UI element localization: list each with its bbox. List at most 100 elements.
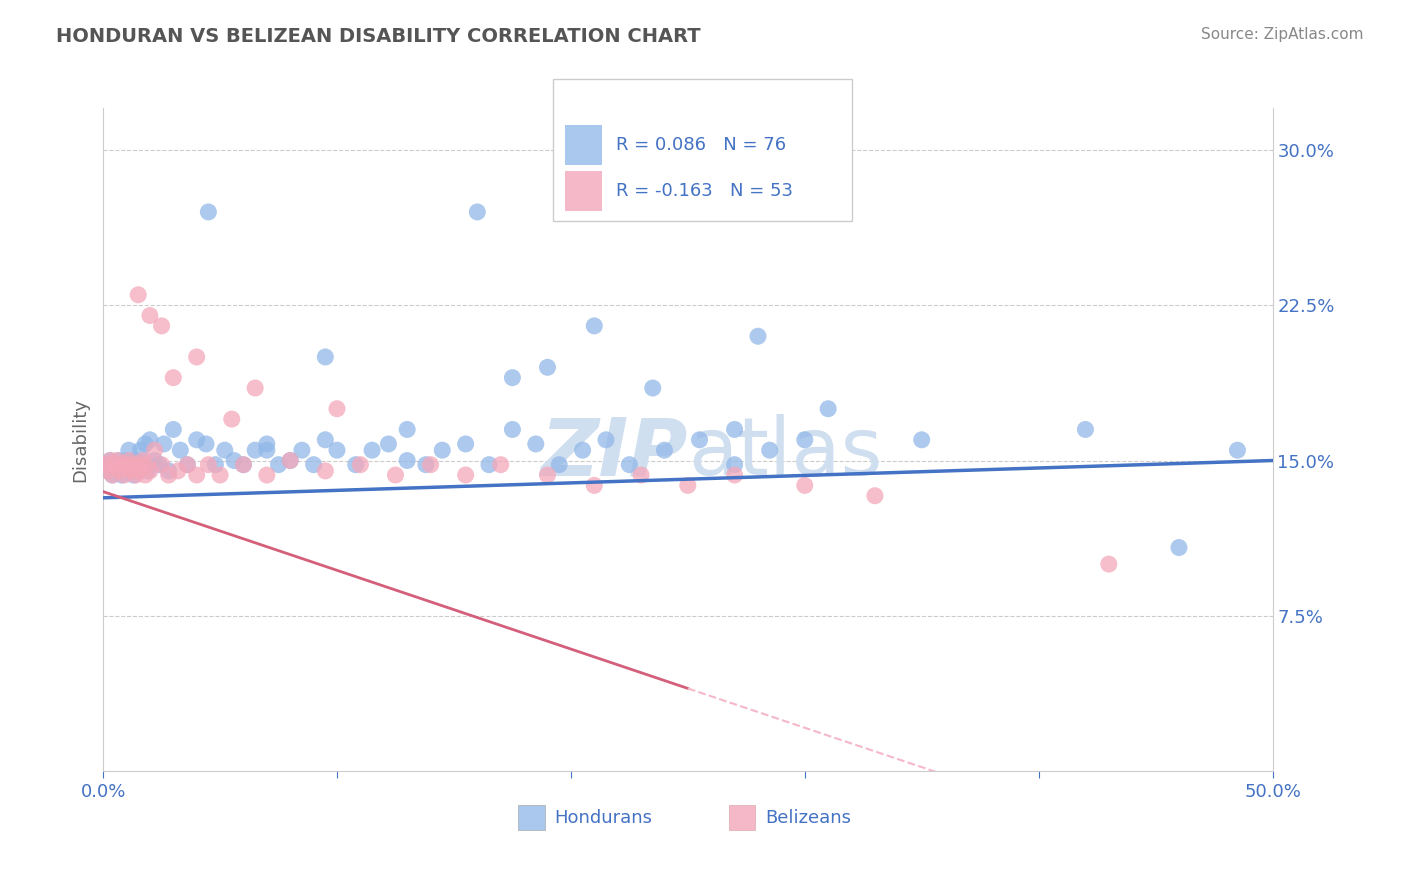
Point (136, 464, 159, 478)
FancyBboxPatch shape (565, 171, 602, 211)
Point (97, 464, 120, 478)
Point (139, 309, 162, 323)
Point (136, 458, 159, 472)
Point (115, 458, 138, 472)
Point (125, 453, 148, 467)
Point (267, 458, 290, 472)
Point (186, 468, 208, 483)
FancyBboxPatch shape (565, 125, 602, 165)
Point (221, 412, 243, 426)
Point (129, 443, 152, 458)
Point (630, 468, 652, 483)
Point (384, 468, 406, 483)
Point (291, 443, 314, 458)
Point (654, 443, 676, 458)
Point (98, 453, 121, 467)
Point (127, 287, 149, 301)
Point (132, 458, 155, 472)
Point (314, 350, 336, 364)
Point (118, 453, 141, 467)
Point (256, 468, 278, 483)
Point (314, 464, 336, 478)
Point (619, 458, 641, 472)
Point (1226, 443, 1249, 458)
Point (195, 437, 218, 451)
Point (214, 443, 236, 458)
Point (454, 468, 477, 483)
Point (224, 453, 246, 467)
Point (162, 422, 184, 436)
Point (415, 458, 437, 472)
Point (232, 458, 254, 472)
Point (97, 464, 120, 478)
Point (478, 458, 501, 472)
Point (150, 458, 173, 472)
Point (243, 381, 266, 395)
Point (361, 443, 384, 458)
Point (105, 453, 128, 467)
Point (747, 329, 769, 343)
Point (176, 458, 198, 472)
Point (278, 453, 301, 467)
Point (197, 205, 219, 219)
FancyBboxPatch shape (728, 805, 755, 830)
Text: Belizeans: Belizeans (765, 809, 851, 827)
Point (583, 318, 606, 333)
Point (169, 443, 191, 458)
Y-axis label: Disability: Disability (72, 398, 89, 482)
Point (326, 443, 349, 458)
Point (817, 401, 839, 416)
Point (134, 468, 156, 483)
Point (153, 437, 176, 451)
Point (536, 360, 558, 375)
Text: atlas: atlas (688, 414, 882, 492)
Point (723, 468, 745, 483)
Point (111, 458, 134, 472)
Point (157, 464, 180, 478)
Point (501, 370, 523, 384)
Text: Hondurans: Hondurans (554, 809, 652, 827)
Point (377, 437, 399, 451)
Point (108, 464, 131, 478)
Point (120, 458, 142, 472)
Point (723, 458, 745, 472)
Point (465, 205, 488, 219)
Point (243, 443, 266, 458)
Point (278, 453, 301, 467)
Point (127, 464, 149, 478)
Point (793, 478, 815, 492)
Point (548, 458, 571, 472)
FancyBboxPatch shape (554, 78, 852, 221)
Point (689, 433, 711, 447)
Point (1074, 422, 1097, 436)
Point (583, 478, 606, 492)
Point (536, 468, 558, 483)
Point (105, 464, 128, 478)
Point (120, 464, 142, 478)
Point (302, 458, 325, 472)
Point (167, 464, 190, 478)
Point (432, 443, 454, 458)
Point (1168, 541, 1191, 555)
Point (94, 458, 117, 472)
Point (125, 468, 148, 483)
Point (101, 468, 124, 483)
Point (186, 433, 208, 447)
Point (143, 443, 166, 458)
Point (104, 458, 127, 472)
Point (489, 458, 512, 472)
Point (143, 453, 166, 467)
Point (139, 433, 162, 447)
Point (911, 433, 934, 447)
Point (122, 458, 145, 472)
Point (122, 468, 145, 483)
Point (157, 468, 180, 483)
Point (112, 458, 135, 472)
Point (148, 458, 170, 472)
Point (571, 443, 593, 458)
Point (197, 458, 219, 472)
Point (186, 350, 208, 364)
Point (256, 443, 278, 458)
Point (118, 443, 141, 458)
Point (129, 458, 152, 472)
